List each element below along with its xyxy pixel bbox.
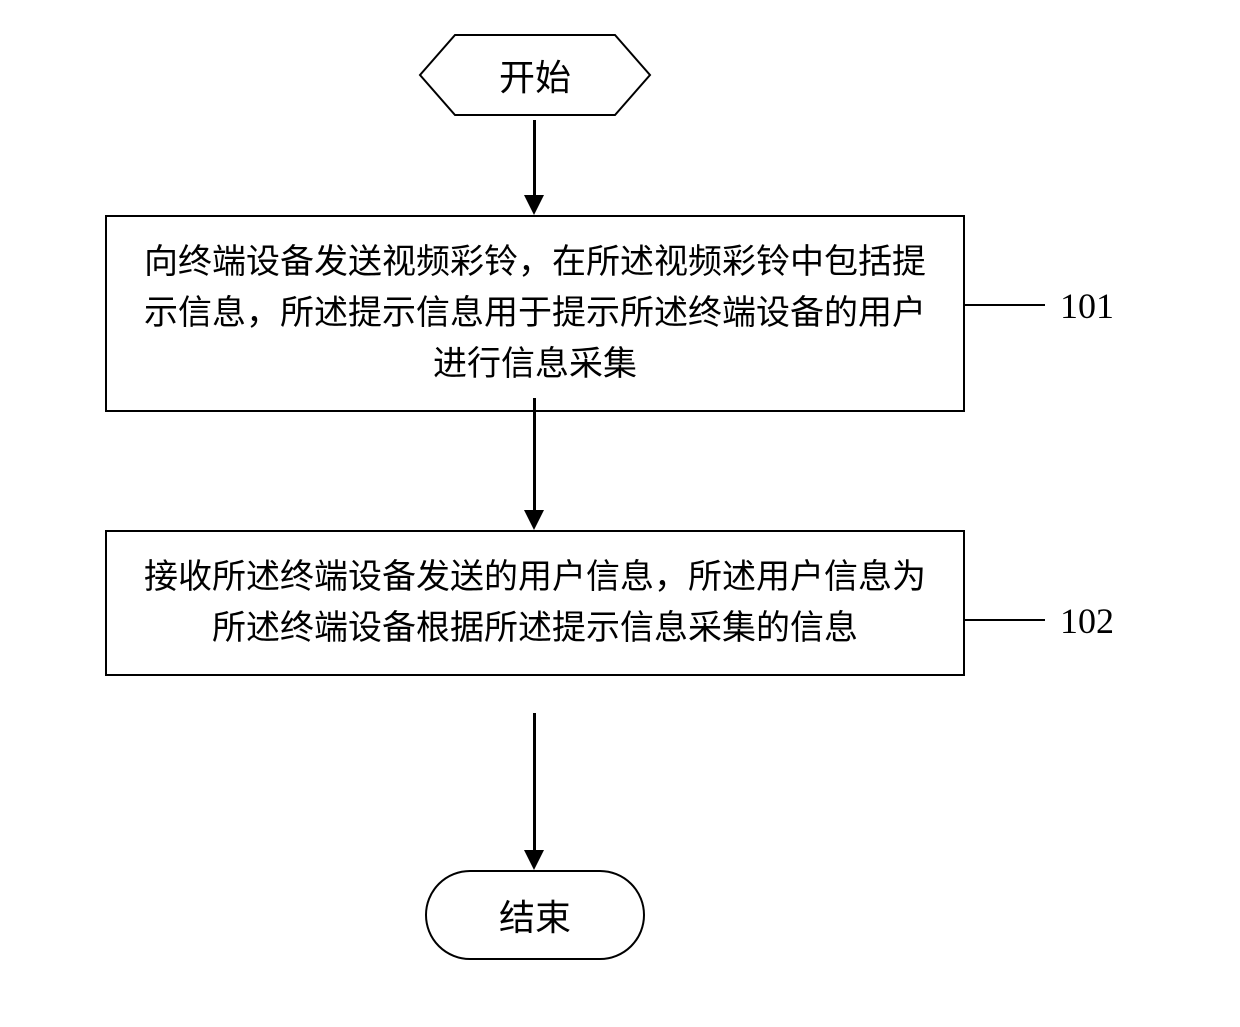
arrow-2-head — [524, 510, 544, 530]
step2-text: 接收所述终端设备发送的用户信息，所述用户信息为所述终端设备根据所述提示信息采集的… — [137, 552, 933, 654]
step1-node: 向终端设备发送视频彩铃，在所述视频彩铃中包括提示信息，所述提示信息用于提示所述终… — [105, 215, 965, 412]
connector-2 — [965, 585, 1060, 645]
step2-node: 接收所述终端设备发送的用户信息，所述用户信息为所述终端设备根据所述提示信息采集的… — [105, 530, 965, 676]
arrow-1 — [533, 120, 536, 195]
arrow-2 — [533, 398, 536, 510]
arrow-3-head — [524, 850, 544, 870]
start-label: 开始 — [499, 49, 571, 101]
arrow-3 — [533, 713, 536, 850]
arrow-1-head — [524, 195, 544, 215]
step1-label: 101 — [1060, 285, 1114, 327]
connector-1 — [965, 270, 1060, 330]
flowchart-container: 开始 向终端设备发送视频彩铃，在所述视频彩铃中包括提示信息，所述提示信息用于提示… — [0, 0, 1240, 1027]
step1-text: 向终端设备发送视频彩铃，在所述视频彩铃中包括提示信息，所述提示信息用于提示所述终… — [137, 237, 933, 390]
end-label: 结束 — [499, 889, 571, 941]
step2-label: 102 — [1060, 600, 1114, 642]
end-node: 结束 — [425, 870, 645, 960]
start-node: 开始 — [415, 30, 655, 120]
